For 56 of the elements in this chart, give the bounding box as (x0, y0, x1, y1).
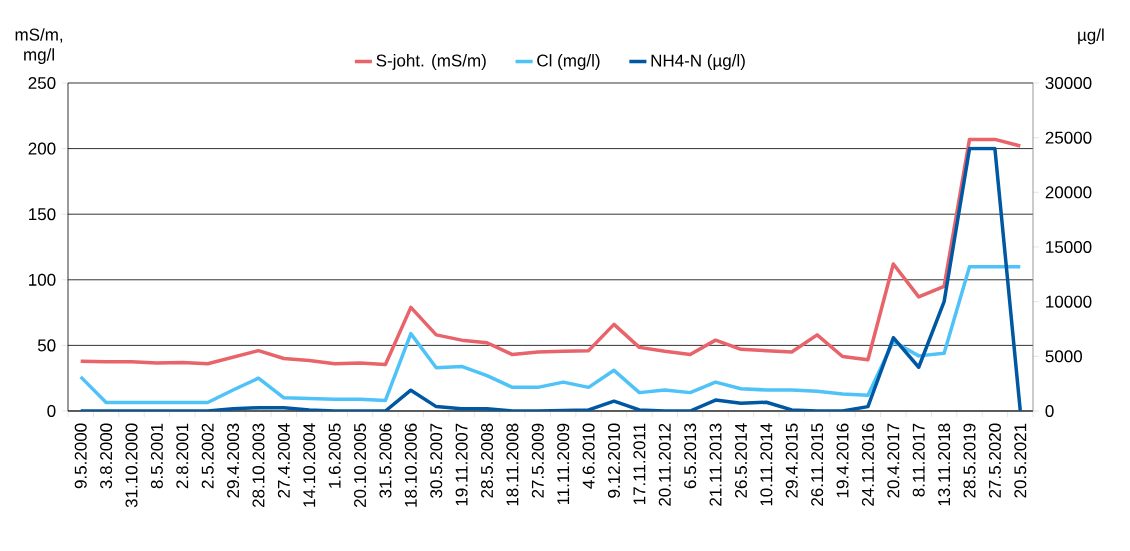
x-tick-label: 26.11.2015 (811, 423, 824, 506)
x-tick-label: 13.11.2018 (938, 423, 951, 506)
x-tick-label: 3.8.2000 (100, 423, 113, 489)
x-tick-label: 28.10.2003 (252, 423, 265, 508)
x-tick-label: 18.11.2008 (506, 423, 519, 506)
x-tick-label: 2.5.2002 (201, 423, 214, 489)
x-tick-label: 20.10.2005 (354, 423, 367, 508)
y-tick-label: 0 (47, 404, 56, 418)
x-tick-label: 19.11.2007 (455, 423, 468, 506)
x-tick-label: 29.4.2003 (227, 423, 240, 498)
x-tick-label: 28.5.2008 (481, 423, 494, 498)
x-tick-label: 27.5.2020 (988, 423, 1001, 498)
y-tick-label: 200 (28, 142, 56, 155)
x-tick-label: 18.10.2006 (404, 423, 417, 507)
x-tick-label: 6.5.2013 (684, 423, 697, 489)
x-tick-label: 10.11.2014 (760, 423, 773, 506)
y-axis-title: mS/m, mg/l (15, 28, 63, 65)
x-tick-label: 4.6.2010 (582, 423, 595, 489)
x-tick-label: 17.11.2011 (633, 423, 646, 505)
x-tick-label: 27.5.2009 (531, 423, 544, 498)
y-tick-label: 150 (29, 208, 56, 221)
x-tick-label: 2.8.2001 (176, 423, 189, 489)
y2-tick-label: 15000 (1046, 240, 1092, 254)
x-tick-label: 29.4.2015 (785, 423, 798, 498)
y-tick-label: 100 (29, 273, 56, 286)
y2-tick-label: 30000 (1045, 76, 1092, 90)
x-tick-label: 27.4.2004 (277, 423, 290, 498)
x-tick-label: 26.5.2014 (734, 423, 747, 498)
x-tick-label: 1.6.2005 (328, 423, 341, 488)
x-tick-label: 20.4.2017 (887, 423, 900, 498)
x-tick-label: 9.5.2000 (74, 423, 87, 489)
x-tick-label: 8.5.2001 (150, 423, 163, 489)
y-tick-label: 250 (28, 76, 56, 90)
x-tick-label: 21.11.2013 (709, 423, 722, 506)
y2-tick-label: 10000 (1046, 295, 1092, 308)
y2-tick-label: 5000 (1045, 350, 1083, 363)
legend-label: S-joht. (mS/m) (376, 54, 486, 70)
y-tick-label: 50 (37, 339, 56, 352)
x-tick-label: 31.10.2000 (125, 423, 138, 508)
x-tick-label: 9.12.2010 (607, 423, 621, 498)
x-tick-label: 11.11.2009 (557, 423, 570, 505)
x-tick-label: 30.5.2007 (430, 423, 443, 498)
y2-tick-label: 25000 (1045, 131, 1092, 144)
y2-axis-title: µg/l (1078, 28, 1104, 45)
x-tick-label: 28.5.2019 (963, 423, 976, 498)
legend-label: Cl (mg/l) (537, 54, 600, 70)
legend-label: NH4-N (µg/l) (651, 54, 745, 70)
x-tick-label: 14.10.2004 (303, 423, 316, 507)
y2-tick-label: 20000 (1045, 186, 1092, 199)
x-tick-label: 31.5.2006 (379, 423, 392, 498)
x-tick-label: 19.4.2016 (836, 423, 849, 498)
x-tick-label: 24.11.2016 (861, 423, 874, 506)
x-tick-label: 20.11.2012 (658, 423, 671, 506)
x-tick-label: 20.5.2021 (1014, 423, 1027, 498)
y2-tick-label: 0 (1045, 404, 1054, 418)
x-tick-label: 8.11.2017 (912, 423, 925, 497)
